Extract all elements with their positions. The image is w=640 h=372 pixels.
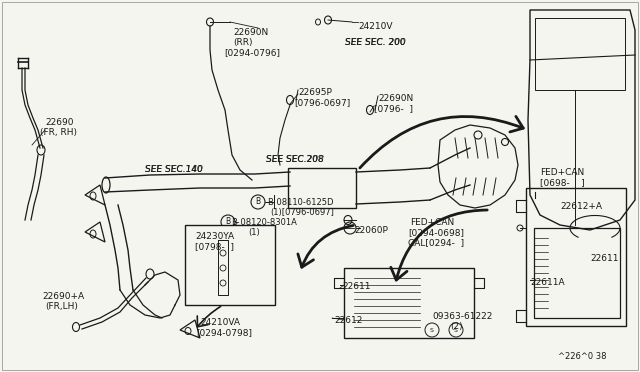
Text: SEE SEC.140: SEE SEC.140 bbox=[145, 165, 202, 174]
Text: SEE SEC. 200: SEE SEC. 200 bbox=[345, 38, 406, 47]
Text: SEE SEC.140: SEE SEC.140 bbox=[145, 165, 203, 174]
Bar bbox=[185, 225, 275, 305]
Text: 22690N: 22690N bbox=[233, 28, 268, 37]
Bar bbox=[344, 268, 474, 338]
Text: [0294-0698]: [0294-0698] bbox=[408, 228, 464, 237]
FancyArrowPatch shape bbox=[360, 116, 524, 168]
Text: 22611: 22611 bbox=[590, 254, 618, 263]
Text: B: B bbox=[255, 198, 260, 206]
Text: [0294-0796]: [0294-0796] bbox=[224, 48, 280, 57]
Bar bbox=[288, 168, 356, 208]
Text: SEE SEC. 200: SEE SEC. 200 bbox=[345, 38, 405, 47]
Text: 22612+A: 22612+A bbox=[560, 202, 602, 211]
Text: 22690N: 22690N bbox=[378, 94, 413, 103]
Text: SEE SEC.208: SEE SEC.208 bbox=[266, 155, 324, 164]
Text: (1): (1) bbox=[248, 228, 260, 237]
Text: 22611: 22611 bbox=[342, 282, 371, 291]
Text: [0796-0697]: [0796-0697] bbox=[294, 98, 350, 107]
Text: 22611A: 22611A bbox=[530, 278, 564, 287]
Text: 24210VA: 24210VA bbox=[200, 318, 240, 327]
Text: B 08120-8301A: B 08120-8301A bbox=[232, 218, 297, 227]
FancyArrowPatch shape bbox=[298, 225, 353, 267]
Text: (FR, RH): (FR, RH) bbox=[40, 128, 77, 137]
Text: 24210V: 24210V bbox=[358, 22, 392, 31]
Text: ^226^0 38: ^226^0 38 bbox=[558, 352, 607, 361]
Text: B 08110-6125D: B 08110-6125D bbox=[268, 198, 333, 207]
Text: 22690+A: 22690+A bbox=[42, 292, 84, 301]
FancyArrowPatch shape bbox=[197, 307, 221, 327]
Text: [0798-  ]: [0798- ] bbox=[195, 242, 234, 251]
Text: [0796-  ]: [0796- ] bbox=[374, 104, 413, 113]
Bar bbox=[526, 188, 626, 326]
Text: S: S bbox=[454, 327, 458, 333]
Text: [0294-0798]: [0294-0798] bbox=[196, 328, 252, 337]
Text: (RR): (RR) bbox=[233, 38, 253, 47]
Text: 22695P: 22695P bbox=[298, 88, 332, 97]
Text: SEE SEC.208: SEE SEC.208 bbox=[266, 155, 323, 164]
Bar bbox=[534, 228, 620, 318]
Text: 24230YA: 24230YA bbox=[195, 232, 234, 241]
Text: S: S bbox=[430, 327, 434, 333]
Text: (FR,LH): (FR,LH) bbox=[45, 302, 78, 311]
Text: 22612: 22612 bbox=[334, 316, 362, 325]
Text: (1)[0796-0697]: (1)[0796-0697] bbox=[270, 208, 334, 217]
Text: (2): (2) bbox=[450, 322, 463, 331]
Text: CAL[0294-  ]: CAL[0294- ] bbox=[408, 238, 464, 247]
Text: FED+CAN: FED+CAN bbox=[410, 218, 454, 227]
Text: 09363-61222: 09363-61222 bbox=[432, 312, 492, 321]
Text: 22690: 22690 bbox=[45, 118, 74, 127]
Text: FED+CAN: FED+CAN bbox=[540, 168, 584, 177]
Text: [0698-    ]: [0698- ] bbox=[540, 178, 585, 187]
FancyArrowPatch shape bbox=[391, 210, 487, 280]
Text: 22060P: 22060P bbox=[354, 226, 388, 235]
Text: B: B bbox=[225, 218, 230, 227]
